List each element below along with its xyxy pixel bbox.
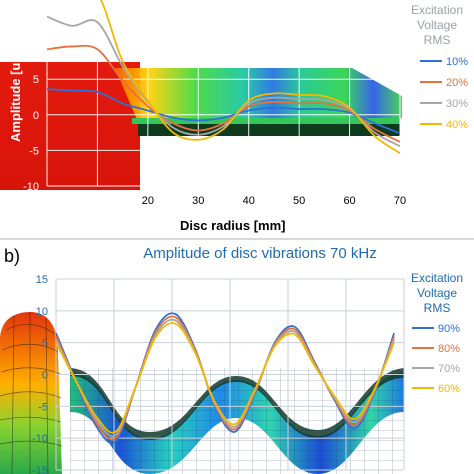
legend-entry: 60%: [438, 383, 460, 395]
legend-title-line: Excitation: [411, 271, 463, 285]
legend-entry: 30%: [446, 98, 468, 110]
legend-title-line: Voltage: [417, 286, 457, 300]
panel-b-title: Amplitude of disc vibrations 70 kHz: [143, 245, 376, 262]
legend-title-line: Voltage: [417, 18, 457, 32]
y-tick-label: 5: [33, 74, 39, 86]
panel-b-label: b): [4, 246, 20, 266]
series-line-30pct: [47, 15, 400, 147]
y-tick-label: 15: [27, 3, 39, 15]
panel-b-series: [56, 312, 395, 444]
x-tick-label: 50: [293, 195, 305, 207]
series-line-60pct: [56, 322, 395, 434]
panel-b-bulge-mesh: [0, 312, 63, 474]
panel-b-y-ticks: -15 -10 -5 0 5 10 15: [32, 274, 48, 474]
y-tick-label: 0: [42, 370, 48, 382]
x-tick-label: 0: [44, 195, 50, 207]
panel-a-grid: [46, 7, 401, 187]
y-tick-label: -5: [29, 145, 39, 157]
panel-a-x-axis-label: Disc radius [mm]: [180, 218, 285, 233]
legend-entry: 40%: [446, 119, 468, 131]
legend-entry: 10%: [446, 56, 468, 68]
x-tick-label: 20: [142, 195, 154, 207]
y-tick-label: 10: [27, 39, 39, 51]
legend-entry: 80%: [438, 343, 460, 355]
legend-title-line: Excitation: [411, 3, 463, 17]
y-tick-label: 15: [36, 274, 48, 286]
legend-title-line: RMS: [424, 301, 451, 315]
series-line-10pct: [47, 88, 400, 135]
panel-b-fem-image: [0, 312, 404, 474]
y-tick-label: -5: [38, 401, 48, 413]
panel-a-x-ticks: 0 10 20 30 40 50 60 70: [44, 195, 406, 207]
panel-b-grid: [55, 278, 405, 471]
x-tick-label: 70: [394, 195, 406, 207]
y-tick-label: 5: [42, 338, 48, 350]
series-line-20pct: [47, 44, 400, 143]
x-tick-label: 60: [343, 195, 355, 207]
panel-a-disc-red: [0, 62, 140, 190]
legend-entry: 70%: [438, 363, 460, 375]
panel-a-stripe: [132, 118, 400, 124]
x-tick-label: 10: [91, 195, 103, 207]
x-tick-label: 30: [192, 195, 204, 207]
series-line-40pct: [100, 0, 400, 154]
panel-b-mesh: [70, 368, 404, 474]
panel-b-bulge: [0, 312, 62, 474]
panel-separator: [0, 238, 474, 240]
panel-b: b) Amplitude of disc vibrations 70 kHz -…: [0, 245, 463, 474]
y-tick-label: -15: [32, 465, 48, 474]
panel-a-y-axis-label: Amplitude [um]: [8, 47, 23, 142]
panel-a-fem-image: [0, 62, 402, 190]
y-tick-label: 10: [36, 306, 48, 318]
y-tick-label: -10: [23, 181, 39, 193]
y-tick-label: 0: [33, 110, 39, 122]
panel-a-series: [47, 0, 400, 154]
x-tick-label: 40: [243, 195, 255, 207]
panel-a: -10 -5 0 5 10 15 0 10 20 30 40 50 60 70 Amplitude [u…: [0, 0, 468, 233]
legend-entry: 90%: [438, 323, 460, 335]
legend-entry: 20%: [446, 77, 468, 89]
legend-title-line: RMS: [424, 33, 451, 47]
y-tick-label: -10: [32, 433, 48, 445]
panel-a-y-ticks: -10 -5 0 5 10 15: [23, 3, 39, 193]
